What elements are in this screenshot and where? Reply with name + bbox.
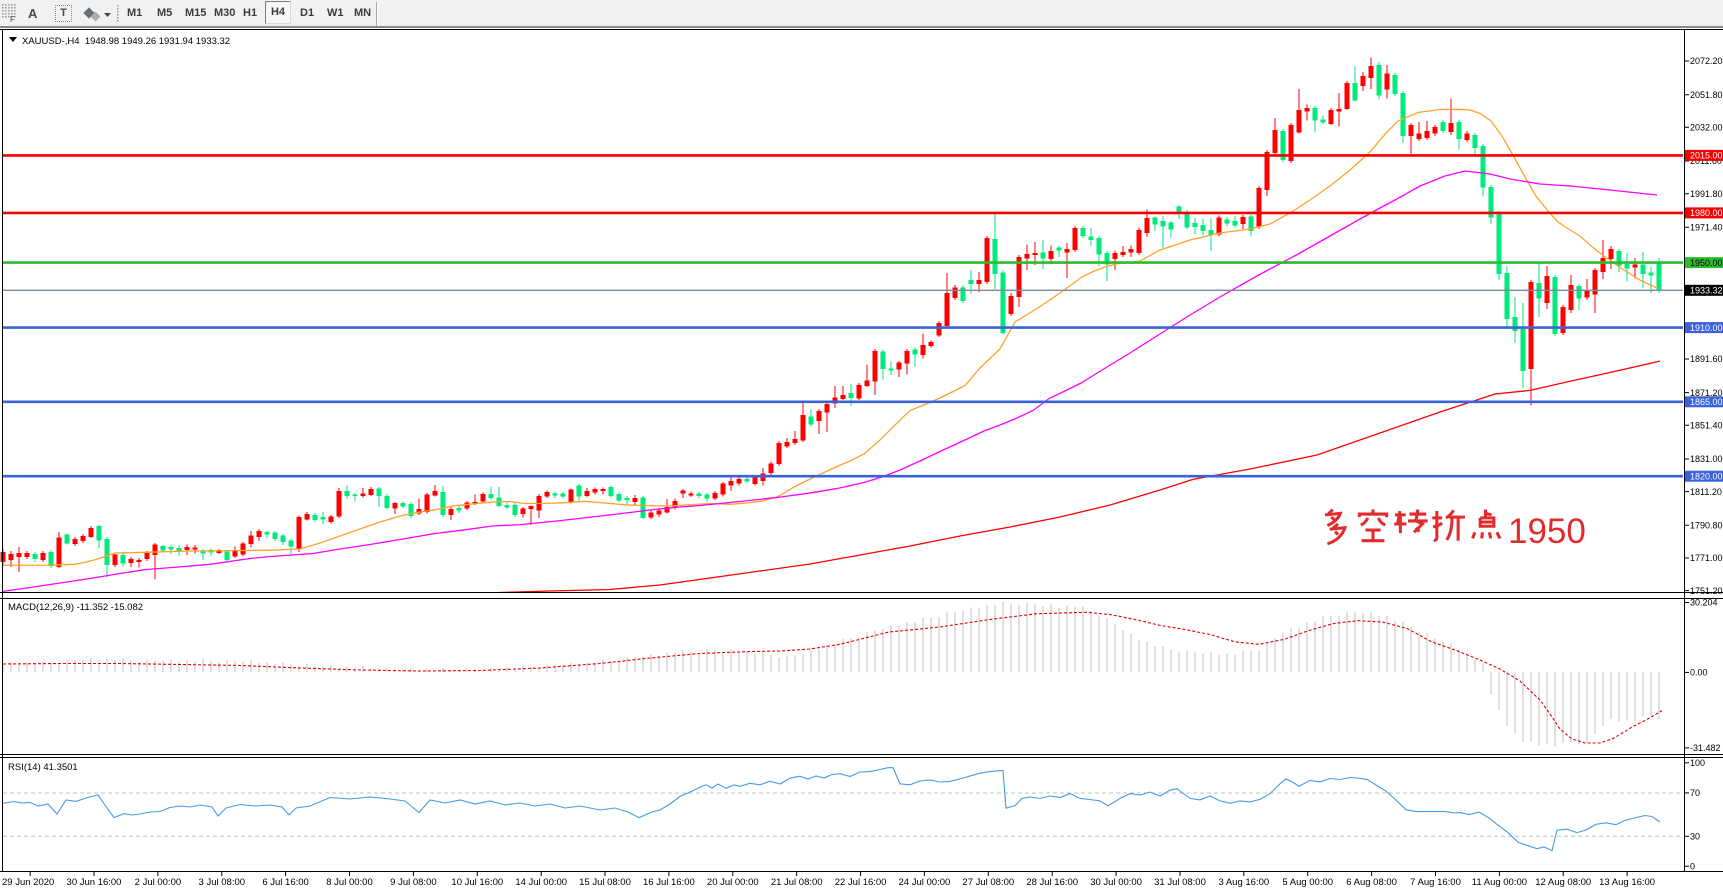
- svg-text:22 Jul 16:00: 22 Jul 16:00: [835, 877, 887, 888]
- svg-text:15 Jul 08:00: 15 Jul 08:00: [579, 877, 631, 888]
- svg-text:11 Aug 00:00: 11 Aug 00:00: [1472, 877, 1527, 888]
- svg-text:30.204: 30.204: [1690, 598, 1718, 608]
- svg-text:1865.00: 1865.00: [1690, 397, 1723, 407]
- svg-text:1820.00: 1820.00: [1690, 471, 1723, 481]
- svg-text:1980.00: 1980.00: [1690, 208, 1723, 218]
- svg-text:8 Jul 00:00: 8 Jul 00:00: [326, 877, 372, 888]
- svg-text:27 Jul 08:00: 27 Jul 08:00: [962, 877, 1014, 888]
- svg-text:1891.60: 1891.60: [1690, 354, 1723, 364]
- svg-text:2032.00: 2032.00: [1690, 123, 1723, 133]
- svg-text:2051.80: 2051.80: [1690, 90, 1723, 100]
- svg-text:1950: 1950: [1508, 512, 1586, 551]
- svg-text:RSI(14) 41.3501: RSI(14) 41.3501: [8, 762, 78, 773]
- svg-text:1771.00: 1771.00: [1690, 553, 1723, 563]
- svg-text:21 Jul 08:00: 21 Jul 08:00: [771, 877, 823, 888]
- svg-text:2072.20: 2072.20: [1690, 56, 1723, 66]
- svg-text:1950.00: 1950.00: [1690, 258, 1723, 268]
- svg-text:6 Jul 16:00: 6 Jul 16:00: [262, 877, 308, 888]
- svg-text:9 Jul 08:00: 9 Jul 08:00: [390, 877, 436, 888]
- svg-text:20 Jul 00:00: 20 Jul 00:00: [707, 877, 759, 888]
- svg-text:1831.00: 1831.00: [1690, 454, 1723, 464]
- svg-text:F: F: [10, 15, 15, 23]
- svg-text:1971.40: 1971.40: [1690, 223, 1723, 233]
- svg-text:30 Jul 00:00: 30 Jul 00:00: [1090, 877, 1142, 888]
- svg-text:13 Aug 16:00: 13 Aug 16:00: [1599, 877, 1655, 888]
- svg-text:70: 70: [1690, 788, 1700, 798]
- svg-text:30 Jun 16:00: 30 Jun 16:00: [67, 877, 122, 888]
- svg-text:10 Jul 16:00: 10 Jul 16:00: [451, 877, 503, 888]
- svg-text:6 Aug 08:00: 6 Aug 08:00: [1346, 877, 1397, 888]
- svg-text:24 Jul 00:00: 24 Jul 00:00: [899, 877, 951, 888]
- svg-text:1991.80: 1991.80: [1690, 189, 1723, 199]
- svg-text:14 Jul 00:00: 14 Jul 00:00: [515, 877, 567, 888]
- svg-text:100: 100: [1690, 758, 1705, 768]
- svg-text:1751.20: 1751.20: [1690, 586, 1723, 596]
- svg-text:2 Jul 00:00: 2 Jul 00:00: [135, 877, 181, 888]
- svg-text:5 Aug 00:00: 5 Aug 00:00: [1282, 877, 1333, 888]
- svg-text:3 Jul 08:00: 3 Jul 08:00: [199, 877, 245, 888]
- svg-text:1790.80: 1790.80: [1690, 521, 1723, 531]
- svg-text:12 Aug 08:00: 12 Aug 08:00: [1535, 877, 1591, 888]
- svg-text:MACD(12,26,9) -11.352 -15.082: MACD(12,26,9) -11.352 -15.082: [8, 602, 143, 613]
- svg-text:1910.00: 1910.00: [1690, 323, 1723, 333]
- svg-text:-31.482: -31.482: [1690, 743, 1721, 753]
- svg-text:XAUUSD-,H4 1948.98 1949.26 19: XAUUSD-,H4 1948.98 1949.26 1931.94 1933.…: [22, 36, 230, 47]
- svg-text:28 Jul 16:00: 28 Jul 16:00: [1026, 877, 1078, 888]
- svg-text:16 Jul 16:00: 16 Jul 16:00: [643, 877, 695, 888]
- svg-text:29 Jun 2020: 29 Jun 2020: [2, 877, 54, 888]
- svg-text:0: 0: [1690, 861, 1695, 871]
- svg-text:1933.32: 1933.32: [1690, 286, 1723, 296]
- svg-text:1811.20: 1811.20: [1690, 487, 1722, 497]
- svg-text:0.00: 0.00: [1690, 668, 1708, 678]
- svg-text:30: 30: [1690, 832, 1700, 842]
- svg-text:3 Aug 16:00: 3 Aug 16:00: [1218, 877, 1269, 888]
- svg-text:31 Jul 08:00: 31 Jul 08:00: [1154, 877, 1206, 888]
- svg-text:1871.20: 1871.20: [1690, 388, 1723, 398]
- svg-text:2015.00: 2015.00: [1690, 151, 1723, 161]
- svg-text:2011.60: 2011.60: [1690, 156, 1722, 166]
- svg-text:1851.40: 1851.40: [1690, 421, 1723, 431]
- svg-text:7 Aug 16:00: 7 Aug 16:00: [1410, 877, 1461, 888]
